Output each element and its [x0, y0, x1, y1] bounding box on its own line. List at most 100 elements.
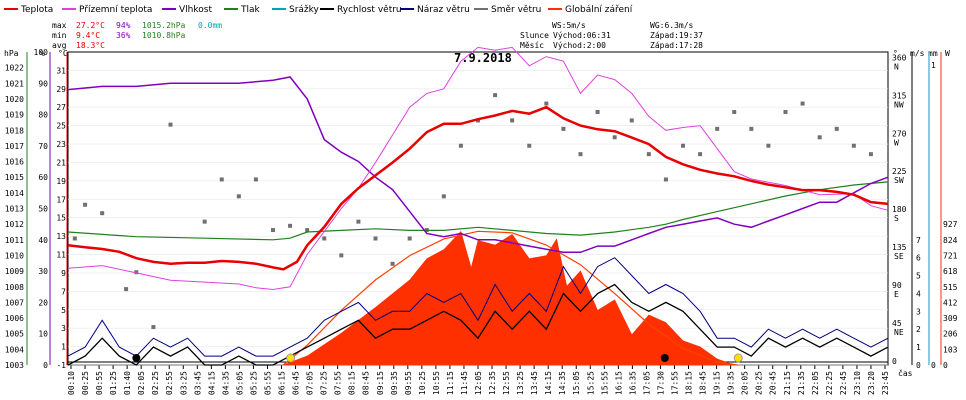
- hpa-tick-label: 1021: [5, 79, 24, 88]
- x-tick-label: 02:05: [137, 371, 146, 395]
- x-tick-label: 22:25: [825, 371, 834, 395]
- pct-tick-label: 20: [38, 298, 48, 307]
- legend-label: Směr větru: [491, 5, 541, 15]
- hpa-tick-label: 1012: [5, 220, 24, 229]
- right-axes: 360N315NW270W225SW180S135SE90E45NE076543…: [892, 52, 958, 370]
- x-tick-label: 20:05: [741, 371, 750, 395]
- sun-rise: Východ:06:31: [553, 31, 611, 40]
- x-tick-label: 23:45: [881, 371, 890, 395]
- x-tick-label: 05:55: [263, 371, 272, 395]
- dir-tick-label: 135: [892, 243, 907, 252]
- hpa-tick-label: 1020: [5, 95, 24, 104]
- x-tick-label: 14:15: [544, 371, 553, 395]
- wind-dir-point: [663, 177, 668, 182]
- wind-dir-point: [851, 143, 856, 148]
- legend-label: Náraz větru: [417, 5, 470, 15]
- x-tick-label: 05:05: [235, 371, 244, 395]
- hpa-tick-label: 1015: [5, 173, 24, 182]
- x-tick-label: 23:20: [867, 371, 876, 395]
- ws-value: WS:5m/s: [552, 21, 586, 30]
- dir-name-label: W: [894, 138, 899, 147]
- hpa-unit: hPa: [4, 49, 19, 58]
- x-tick-label: 14:35: [558, 371, 567, 395]
- x-tick-label: 03:45: [193, 371, 202, 395]
- wind-dir-point: [681, 143, 685, 148]
- temp-tick-label: 29: [56, 85, 66, 94]
- hpa-tick-label: 1003: [5, 361, 24, 370]
- dir-tick-label: 45: [892, 319, 902, 328]
- pct-unit: %: [40, 49, 45, 58]
- legend-label: Přízemní teplota: [79, 5, 152, 15]
- x-tick-label: 09:55: [404, 371, 413, 395]
- max-label: max: [52, 21, 67, 30]
- dir-name-label: N: [894, 62, 899, 71]
- moon-rise: Východ:2:00: [553, 41, 606, 50]
- min-temp: 9.4°C: [76, 31, 100, 40]
- x-tick-label: 12:05: [474, 371, 483, 395]
- temp-tick-label: 21: [56, 158, 66, 167]
- temp-tick-label: 7: [61, 287, 66, 296]
- x-tick-label: 15:55: [600, 371, 609, 395]
- wind-dir-point: [441, 194, 446, 199]
- x-tick-label: 00:10: [67, 371, 76, 395]
- moon-label: Měsíc: [520, 41, 544, 50]
- pressure-line: [67, 181, 889, 241]
- x-tick-label: 08:45: [362, 371, 371, 395]
- dir-tick-label: 90: [892, 281, 902, 290]
- temp-tick-label: 31: [56, 66, 66, 75]
- wind-dir-point: [749, 126, 754, 131]
- x-tick-label: 09:15: [376, 371, 385, 395]
- x-tick-label: 20:45: [769, 371, 778, 395]
- pct-tick-label: 70: [38, 142, 48, 151]
- pct-tick-label: 80: [38, 111, 48, 120]
- max-temp: 27.2°C: [76, 21, 105, 30]
- hpa-tick-label: 1019: [5, 111, 24, 120]
- legend-label: Rychlost větru: [337, 5, 402, 15]
- dir-tick-label: 0: [892, 357, 897, 366]
- x-tick-label: 17:30: [656, 371, 665, 395]
- hpa-tick-label: 1013: [5, 205, 24, 214]
- wind-dir-point: [698, 152, 703, 157]
- w-tick-label: 824: [943, 236, 958, 245]
- w-tick-label: 103: [943, 345, 958, 354]
- hpa-tick-label: 1016: [5, 158, 24, 167]
- x-tick-label: 15:05: [572, 371, 581, 395]
- min-hum: 36%: [116, 31, 131, 40]
- wind-dir-point: [527, 143, 532, 148]
- left-axes: 1022102110201019101810171016101510141013…: [5, 48, 68, 370]
- legend-label: Globální záření: [565, 5, 633, 15]
- dir-tick-label: 225: [892, 167, 907, 176]
- wind-dir-point: [766, 143, 771, 148]
- x-axis-label: čas: [898, 368, 913, 378]
- wind-dir-point: [817, 135, 822, 140]
- dir-name-label: NW: [894, 100, 904, 109]
- wind-dir-point: [236, 194, 241, 199]
- wind-dir-point: [834, 126, 839, 131]
- mm-tick-label: 0: [931, 361, 936, 370]
- w-tick-label: 412: [943, 298, 958, 307]
- dir-tick-label: 180: [892, 205, 907, 214]
- x-tick-label: 21:15: [783, 371, 792, 395]
- x-tick-label: 08:15: [348, 371, 357, 395]
- x-tick-label: 15:25: [586, 371, 595, 395]
- wind-dir-point: [732, 109, 737, 114]
- x-tick-label: 19:15: [713, 371, 722, 395]
- x-tick-label: 22:45: [839, 371, 848, 395]
- ms-tick-label: 2: [916, 325, 921, 334]
- wind-dir-point: [124, 287, 129, 292]
- legend-label: Teplota: [20, 5, 53, 15]
- wind-dir-point: [288, 223, 293, 228]
- x-axis: 00:10 00:25 00:55 01:25 01:40 02:05 02:25 02:55…: [67, 365, 890, 395]
- wind-dir-point: [100, 211, 105, 216]
- hpa-tick-label: 1009: [5, 267, 24, 276]
- x-tick-label: 06:15: [278, 371, 287, 395]
- wind-dir-point: [612, 135, 617, 140]
- temp-tick-label: -1: [56, 361, 66, 370]
- hpa-tick-label: 1004: [5, 345, 24, 354]
- pct-tick-label: 0: [43, 361, 48, 370]
- x-tick-label: 16:15: [614, 371, 623, 395]
- temp-unit: °C: [58, 49, 68, 58]
- ms-unit: m/s: [910, 49, 925, 58]
- wind-dir-point: [83, 202, 88, 207]
- ms-tick-label: 6: [916, 254, 921, 263]
